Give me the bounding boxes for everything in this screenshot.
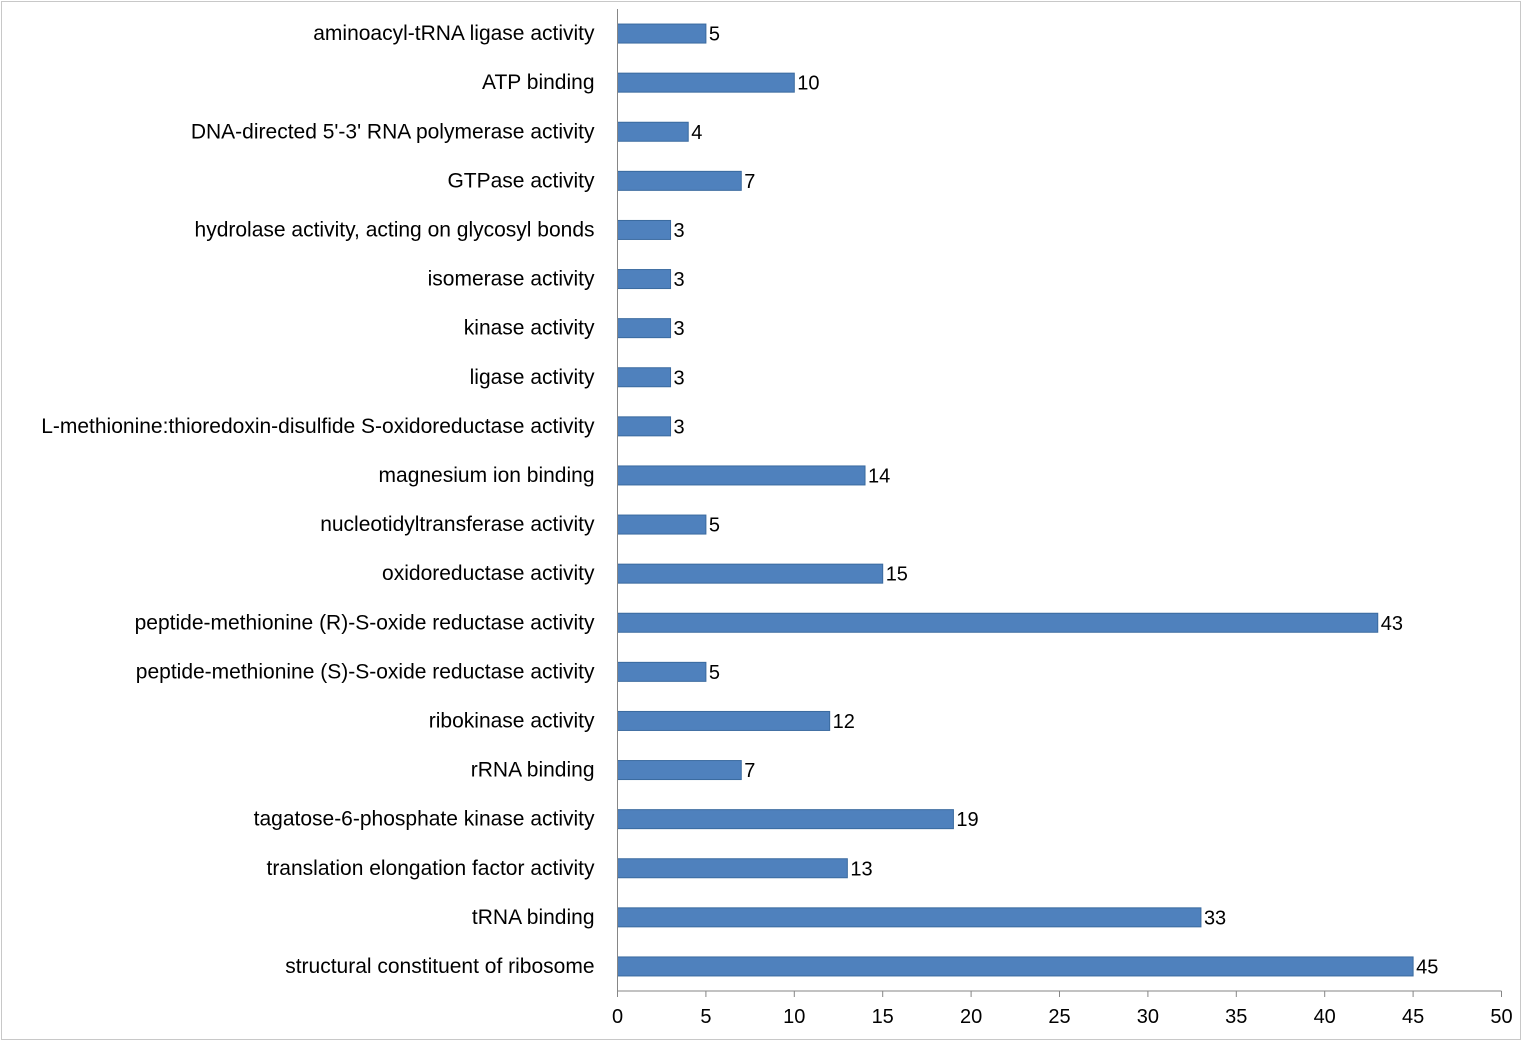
category-label-11: nucleotidyltransferase activity — [320, 513, 595, 536]
data-label-9: 3 — [674, 416, 685, 438]
x-tick-label-40: 40 — [1314, 1006, 1336, 1028]
data-label-3: 4 — [691, 122, 702, 144]
category-labels: aminoacyl-tRNA ligase activity ATP bindin… — [41, 22, 595, 978]
category-label-12: oxidoreductase activity — [382, 562, 595, 585]
x-tick-label-25: 25 — [1048, 1006, 1070, 1028]
bar-17 — [617, 809, 954, 830]
tick-labels: 0 5 10 15 20 25 30 35 40 45 50 — [612, 1006, 1513, 1028]
category-label-3: DNA-directed 5'-3' RNA polymerase activi… — [191, 120, 595, 143]
x-tick-label-45: 45 — [1402, 1006, 1424, 1028]
bar-10 — [617, 465, 866, 486]
data-label-5: 3 — [674, 220, 685, 242]
bar-5 — [617, 219, 672, 240]
data-label-20: 45 — [1416, 956, 1438, 978]
x-tick-label-20: 20 — [960, 1006, 982, 1028]
data-label-10: 14 — [868, 465, 890, 487]
bar-1 — [617, 23, 707, 44]
data-label-8: 3 — [674, 367, 685, 389]
data-label-12: 15 — [886, 564, 908, 586]
bar-18 — [617, 858, 848, 879]
category-label-5: hydrolase activity, acting on glycosyl b… — [195, 218, 595, 241]
bar-13 — [617, 612, 1379, 633]
data-label-14: 5 — [709, 662, 720, 684]
category-label-15: ribokinase activity — [429, 709, 595, 732]
category-label-17: tagatose-6-phosphate kinase activity — [254, 808, 595, 831]
x-tick-label-5: 5 — [700, 1006, 711, 1028]
bar-6 — [617, 269, 672, 290]
x-tick-label-35: 35 — [1225, 1006, 1247, 1028]
bar-16 — [617, 760, 742, 781]
bars-layer — [617, 23, 1414, 977]
category-label-9: L-methionine:thioredoxin-disulfide S-oxi… — [41, 415, 595, 438]
category-label-16: rRNA binding — [471, 759, 595, 782]
x-tick-label-50: 50 — [1490, 1006, 1512, 1028]
category-label-19: tRNA binding — [472, 906, 595, 929]
data-label-2: 10 — [797, 73, 819, 95]
bar-14 — [617, 661, 707, 682]
data-label-15: 12 — [833, 711, 855, 733]
data-label-7: 3 — [674, 318, 685, 340]
category-label-13: peptide-methionine (R)-S-oxide reductase… — [135, 611, 595, 634]
x-tick-label-15: 15 — [872, 1006, 894, 1028]
data-label-17: 19 — [956, 809, 978, 831]
category-label-18: translation elongation factor activity — [266, 857, 595, 880]
category-label-10: magnesium ion binding — [379, 464, 595, 487]
category-label-8: ligase activity — [470, 366, 595, 389]
bar-9 — [617, 416, 672, 437]
data-label-16: 7 — [744, 760, 755, 782]
data-label-11: 5 — [709, 515, 720, 537]
data-label-19: 33 — [1204, 907, 1226, 929]
category-label-7: kinase activity — [464, 317, 595, 340]
bar-11 — [617, 514, 707, 535]
x-axis — [617, 9, 1502, 997]
data-label-18: 13 — [850, 858, 872, 880]
category-label-6: isomerase activity — [428, 268, 595, 291]
bar-3 — [617, 121, 689, 142]
bar-12 — [617, 563, 884, 584]
bar-4 — [617, 170, 742, 191]
category-label-2: ATP binding — [482, 71, 594, 94]
data-label-1: 5 — [709, 24, 720, 46]
category-label-14: peptide-methionine (S)-S-oxide reductase… — [136, 660, 595, 683]
data-label-13: 43 — [1381, 613, 1403, 635]
category-label-20: structural constituent of ribosome — [285, 955, 594, 978]
x-tick-label-0: 0 — [612, 1006, 623, 1028]
data-label-6: 3 — [674, 269, 685, 291]
bar-20 — [617, 956, 1414, 977]
bar-8 — [617, 367, 672, 388]
bar-15 — [617, 710, 831, 731]
category-label-1: aminoacyl-tRNA ligase activity — [313, 22, 595, 45]
x-tick-label-30: 30 — [1137, 1006, 1159, 1028]
bar-2 — [617, 72, 795, 93]
bar-7 — [617, 318, 672, 339]
data-label-4: 7 — [744, 171, 755, 193]
x-tick-label-10: 10 — [783, 1006, 805, 1028]
bar-19 — [617, 907, 1202, 928]
category-label-4: GTPase activity — [447, 169, 595, 192]
